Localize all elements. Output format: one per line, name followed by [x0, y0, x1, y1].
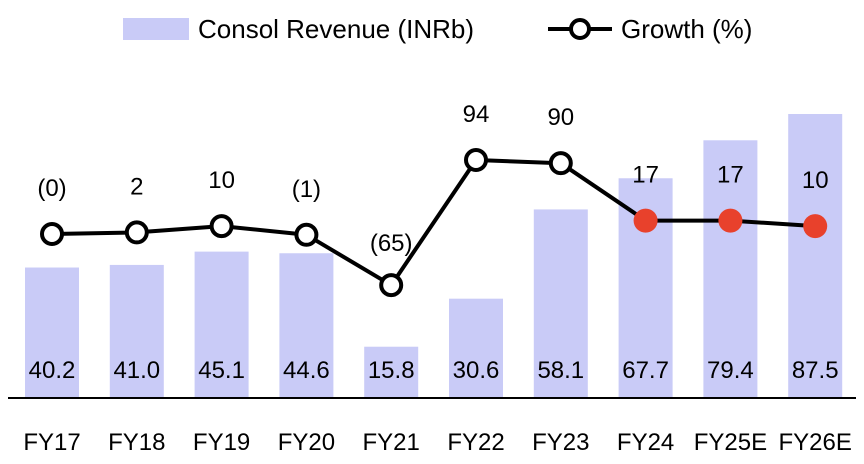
growth-value-label-fy18: 2 [130, 173, 143, 200]
bar-value-label-fy26e: 87.5 [792, 357, 839, 384]
bar-fy25e [703, 140, 758, 398]
legend-swatch-growth-marker [569, 18, 591, 40]
bar-fy19 [194, 251, 249, 398]
growth-marker-fy20 [294, 222, 319, 247]
bar-fy18 [109, 264, 164, 398]
bar-value-label-fy18: 41.0 [113, 357, 160, 384]
growth-line [51, 158, 816, 288]
bar-fy22 [449, 298, 503, 398]
bar-fy23 [533, 209, 588, 398]
bar-value-label-fy25e: 79.4 [707, 357, 754, 384]
x-tick-label-fy22: FY22 [447, 429, 504, 456]
growth-marker-fy18 [124, 220, 149, 245]
bar-fy20 [279, 253, 334, 398]
bar-value-label-fy20: 44.6 [283, 357, 330, 384]
growth-value-label-fy17: (0) [37, 175, 66, 202]
growth-markers [40, 148, 828, 298]
growth-marker-fy23 [548, 151, 573, 176]
x-tick-label-fy23: FY23 [532, 429, 589, 456]
bar-fy26e [788, 114, 843, 398]
growth-marker-fy21 [379, 273, 404, 298]
bar-fy21 [364, 346, 419, 398]
x-tick-label-fy18: FY18 [108, 429, 165, 456]
bar-value-label-fy17: 40.2 [29, 357, 76, 384]
growth-value-labels: (0) 2 10 (1) (65) 94 90 17 17 10 [37, 101, 828, 257]
growth-marker-fy24 [633, 208, 658, 233]
bar-value-label-fy19: 45.1 [198, 357, 245, 384]
growth-value-label-fy25e: 17 [717, 162, 744, 189]
x-tick-label-fy25e: FY25E [694, 429, 767, 456]
growth-value-label-fy21: (65) [370, 230, 413, 257]
bar-value-label-fy24: 67.7 [622, 357, 669, 384]
legend-label-revenue: Consol Revenue (INRb) [198, 14, 474, 44]
legend: Consol Revenue (INRb) Growth (%) [123, 14, 752, 44]
growth-marker-fy19 [209, 214, 234, 239]
revenue-bars [25, 114, 843, 398]
legend-swatch-revenue [123, 18, 189, 40]
x-tick-label-fy24: FY24 [617, 429, 674, 456]
growth-value-label-fy26e: 10 [802, 167, 829, 194]
growth-marker-fy26e [803, 214, 828, 239]
growth-marker-fy22 [464, 148, 488, 173]
x-tick-label-fy26e: FY26E [779, 429, 852, 456]
bar-fy17 [25, 267, 79, 398]
x-axis-tick-labels: FY17 FY18 FY19 FY20 FY21 FY22 FY23 FY24 FY25E FY2… [23, 429, 852, 456]
legend-label-growth: Growth (%) [621, 14, 752, 44]
growth-value-label-fy20: (1) [292, 176, 321, 203]
growth-marker-fy17 [40, 222, 64, 246]
growth-value-label-fy24: 17 [632, 162, 659, 189]
bar-value-label-fy22: 30.6 [453, 357, 500, 384]
bar-value-label-fy23: 58.1 [537, 357, 584, 384]
x-tick-label-fy19: FY19 [193, 429, 250, 456]
x-tick-label-fy17: FY17 [23, 429, 80, 456]
revenue-value-labels: 40.2 41.0 45.1 44.6 15.8 30.6 58.1 67.7 79.4 87.5 [29, 357, 839, 384]
growth-value-label-fy19: 10 [208, 167, 235, 194]
growth-value-label-fy23: 90 [547, 104, 574, 131]
growth-value-label-fy22: 94 [463, 101, 490, 128]
bar-value-label-fy21: 15.8 [368, 357, 415, 384]
x-tick-label-fy20: FY20 [278, 429, 335, 456]
growth-marker-fy25e [718, 208, 743, 233]
x-tick-label-fy21: FY21 [363, 429, 420, 456]
